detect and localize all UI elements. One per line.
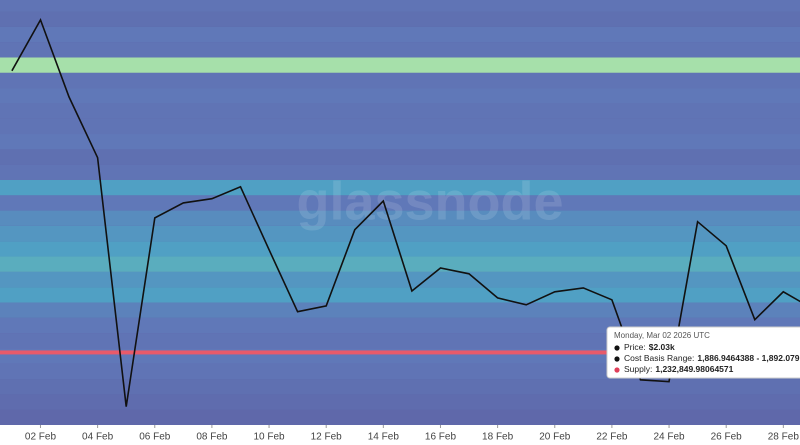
x-axis: 02 Feb 04 Feb 06 Feb 08 Feb 10 Feb 12 Feb 14 F… [25,425,799,443]
heatmap-cell [0,363,800,380]
tooltip-value: 1,232,849.98064571 [655,364,733,374]
heatmap-cell [0,134,800,150]
x-tick-label: 06 Feb [139,432,171,443]
x-tick-label: 18 Feb [482,432,514,443]
x-tick-label: 02 Feb [25,432,57,443]
x-tick-label: 24 Feb [653,432,685,443]
heatmap-cell [0,26,800,43]
heatmap-cell [0,164,800,180]
tooltip-value: $2.03k [649,342,675,352]
tooltip-box [606,326,800,379]
tooltip-label: Supply: [624,364,652,374]
heatmap-cell [0,409,800,425]
tooltip-label: Price: [624,342,646,352]
heatmap-cell [0,179,800,196]
heatmap-cell [0,317,800,334]
tooltip-item: Cost Basis Range: 1,886.9464388 - 1,892.0… [624,353,800,363]
tooltip-dot [614,345,620,351]
tooltip-label: Cost Basis Range: [624,353,694,363]
watermark: glassnode [296,171,563,231]
heatmap-cell [0,256,800,272]
tooltip: Monday, Mar 02 2026 UTC Price: $2.03kCost… [606,326,800,379]
heatmap-cell [0,118,800,135]
tooltip-item: Supply: 1,232,849.98064571 [624,364,734,374]
heatmap-cell [0,241,800,257]
x-tick-label: 28 Feb [768,432,800,443]
tooltip-dot [614,356,620,362]
heatmap-cell [0,149,800,165]
x-tick-label: 10 Feb [253,432,285,443]
heatmap-cell [0,195,800,211]
tooltip-value: 1,886.9464388 - 1,892.0791 [697,353,800,363]
heatmap-cell [0,302,800,318]
tooltip-item: Price: $2.03k [624,342,675,352]
x-tick-label: 26 Feb [711,432,743,443]
x-tick-label: 04 Feb [82,432,114,443]
heatmap-cell [0,394,800,410]
heatmap-cell [0,57,800,73]
heatmap-cell [0,379,800,395]
heatmap-cell [0,103,800,119]
x-tick-label: 12 Feb [311,432,343,443]
heatmap-cell [0,11,800,27]
heatmap-cell [0,210,800,226]
heatmap-cell [0,72,800,89]
x-tick-label: 20 Feb [539,432,571,443]
x-tick-label: 14 Feb [368,432,400,443]
x-tick-label: 22 Feb [596,432,628,443]
x-tick-label: 08 Feb [196,432,228,443]
heatmap-cell [0,333,800,349]
heatmap-cell [0,0,800,12]
highlight-band [0,350,800,355]
tooltip-date: Monday, Mar 02 2026 UTC [614,331,710,340]
x-tick-label: 16 Feb [425,432,457,443]
heatmap-cell [0,287,800,303]
heatmap [0,0,800,425]
tooltip-dot [614,367,620,373]
heatmap-cell [0,271,800,288]
heatmap-cell [0,88,800,104]
heatmap-cell [0,225,800,242]
heatmap-cell [0,42,800,58]
